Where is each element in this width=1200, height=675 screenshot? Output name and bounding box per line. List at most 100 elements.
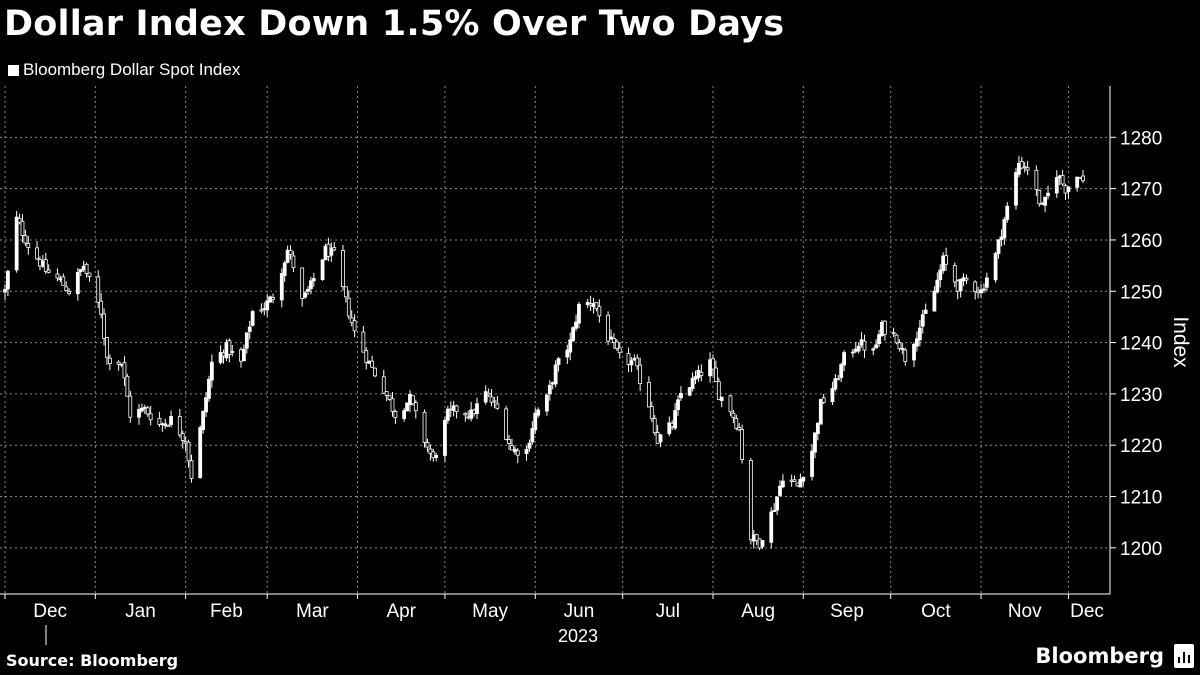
candle-body: [1054, 177, 1059, 194]
candle-body: [55, 273, 60, 279]
candle-body: [699, 371, 704, 376]
candle-body: [291, 255, 296, 269]
candle-body: [1005, 205, 1010, 220]
candle-body: [346, 297, 351, 317]
candle-body: [393, 411, 398, 419]
candle-body: [748, 460, 753, 541]
x-tick-label: Aug: [741, 601, 775, 622]
candle-body: [617, 347, 622, 354]
candle-body: [504, 408, 509, 440]
candle-body: [20, 220, 25, 236]
candle-body: [469, 409, 474, 419]
candle-body: [1081, 175, 1085, 182]
candle-body: [944, 255, 948, 265]
candle-body: [361, 331, 366, 353]
candle-body: [731, 412, 736, 418]
candle-body: [842, 352, 846, 366]
candle-body: [527, 442, 532, 449]
candle-body: [271, 297, 275, 300]
x-tick-label: Jul: [656, 601, 680, 622]
candle-body: [14, 216, 19, 271]
candle-body: [606, 314, 610, 342]
candle-body: [874, 344, 879, 349]
candle-body: [475, 403, 479, 414]
candle-body: [387, 395, 392, 400]
candle-body: [612, 338, 616, 343]
candle-body: [973, 281, 978, 292]
candle-body: [288, 250, 293, 255]
candle-body: [982, 288, 986, 291]
candle-body: [285, 249, 290, 263]
candle-body: [679, 393, 683, 399]
chart-title: Dollar Index Down 1.5% Over Two Days: [4, 4, 785, 44]
candle-body: [84, 263, 89, 274]
candle-body: [434, 454, 439, 458]
candle-body: [341, 250, 345, 288]
candle-body: [250, 311, 255, 326]
candle-body: [533, 412, 538, 431]
candle-body: [207, 378, 211, 399]
candle-body: [912, 343, 916, 361]
candle-body: [524, 448, 529, 454]
candle-body: [536, 409, 541, 416]
candle-body: [489, 396, 494, 403]
candle-body: [128, 395, 133, 418]
candle-body: [343, 286, 348, 298]
candle-body: [658, 434, 663, 443]
candle-body: [719, 396, 724, 402]
brand: Bloomberg: [1035, 644, 1194, 668]
y-tick-label: 1220: [1120, 436, 1162, 457]
candle-body: [431, 451, 436, 459]
candle-body: [781, 480, 785, 488]
candle-body: [565, 349, 570, 358]
candle-body: [515, 450, 520, 456]
candle-body: [23, 235, 28, 244]
x-tick-label: Feb: [210, 601, 243, 622]
candle-body: [306, 288, 310, 292]
legend-label: Bloomberg Dollar Spot Index: [23, 60, 241, 79]
candle-body: [833, 378, 838, 390]
y-tick-label: 1210: [1120, 488, 1162, 509]
candle-body: [445, 408, 450, 421]
candle-body: [309, 280, 313, 290]
candle-body: [247, 326, 252, 332]
candle-body: [690, 377, 695, 389]
candle-body: [125, 375, 130, 397]
candle-body: [259, 309, 264, 312]
candle-body: [938, 269, 943, 281]
candle-body: [87, 272, 92, 277]
candle-body: [932, 290, 937, 312]
candle-body: [547, 384, 552, 395]
candle-body: [201, 410, 206, 430]
candle-body: [303, 292, 307, 298]
y-tick-label: 1230: [1120, 385, 1162, 406]
candle-body: [760, 540, 765, 547]
candle-body: [145, 407, 150, 415]
candle-body: [370, 360, 375, 368]
candle-body: [716, 381, 721, 400]
candle-body: [915, 338, 919, 347]
candle-body: [209, 361, 214, 381]
candle-body: [920, 314, 925, 327]
candle-body: [687, 387, 692, 396]
candle-body: [1014, 172, 1018, 206]
candle-body: [230, 350, 235, 353]
candle-body: [1002, 219, 1007, 239]
candle-body: [390, 398, 395, 412]
x-tick-label: Dec: [1070, 601, 1104, 622]
candle-body: [818, 399, 823, 425]
candle-body: [163, 423, 168, 427]
candle-body: [813, 432, 817, 453]
candle-body: [626, 352, 631, 365]
candle-body: [996, 239, 1001, 254]
x-tick-label: Oct: [921, 601, 951, 622]
candle-body: [1066, 186, 1071, 192]
candle-body: [728, 395, 733, 413]
candle-body: [282, 262, 287, 276]
candle-body: [402, 410, 407, 419]
candle-body: [180, 433, 185, 441]
candle-body: [638, 364, 643, 385]
candle-body: [792, 479, 797, 482]
candle-body: [673, 410, 678, 429]
candle-body: [839, 364, 844, 378]
